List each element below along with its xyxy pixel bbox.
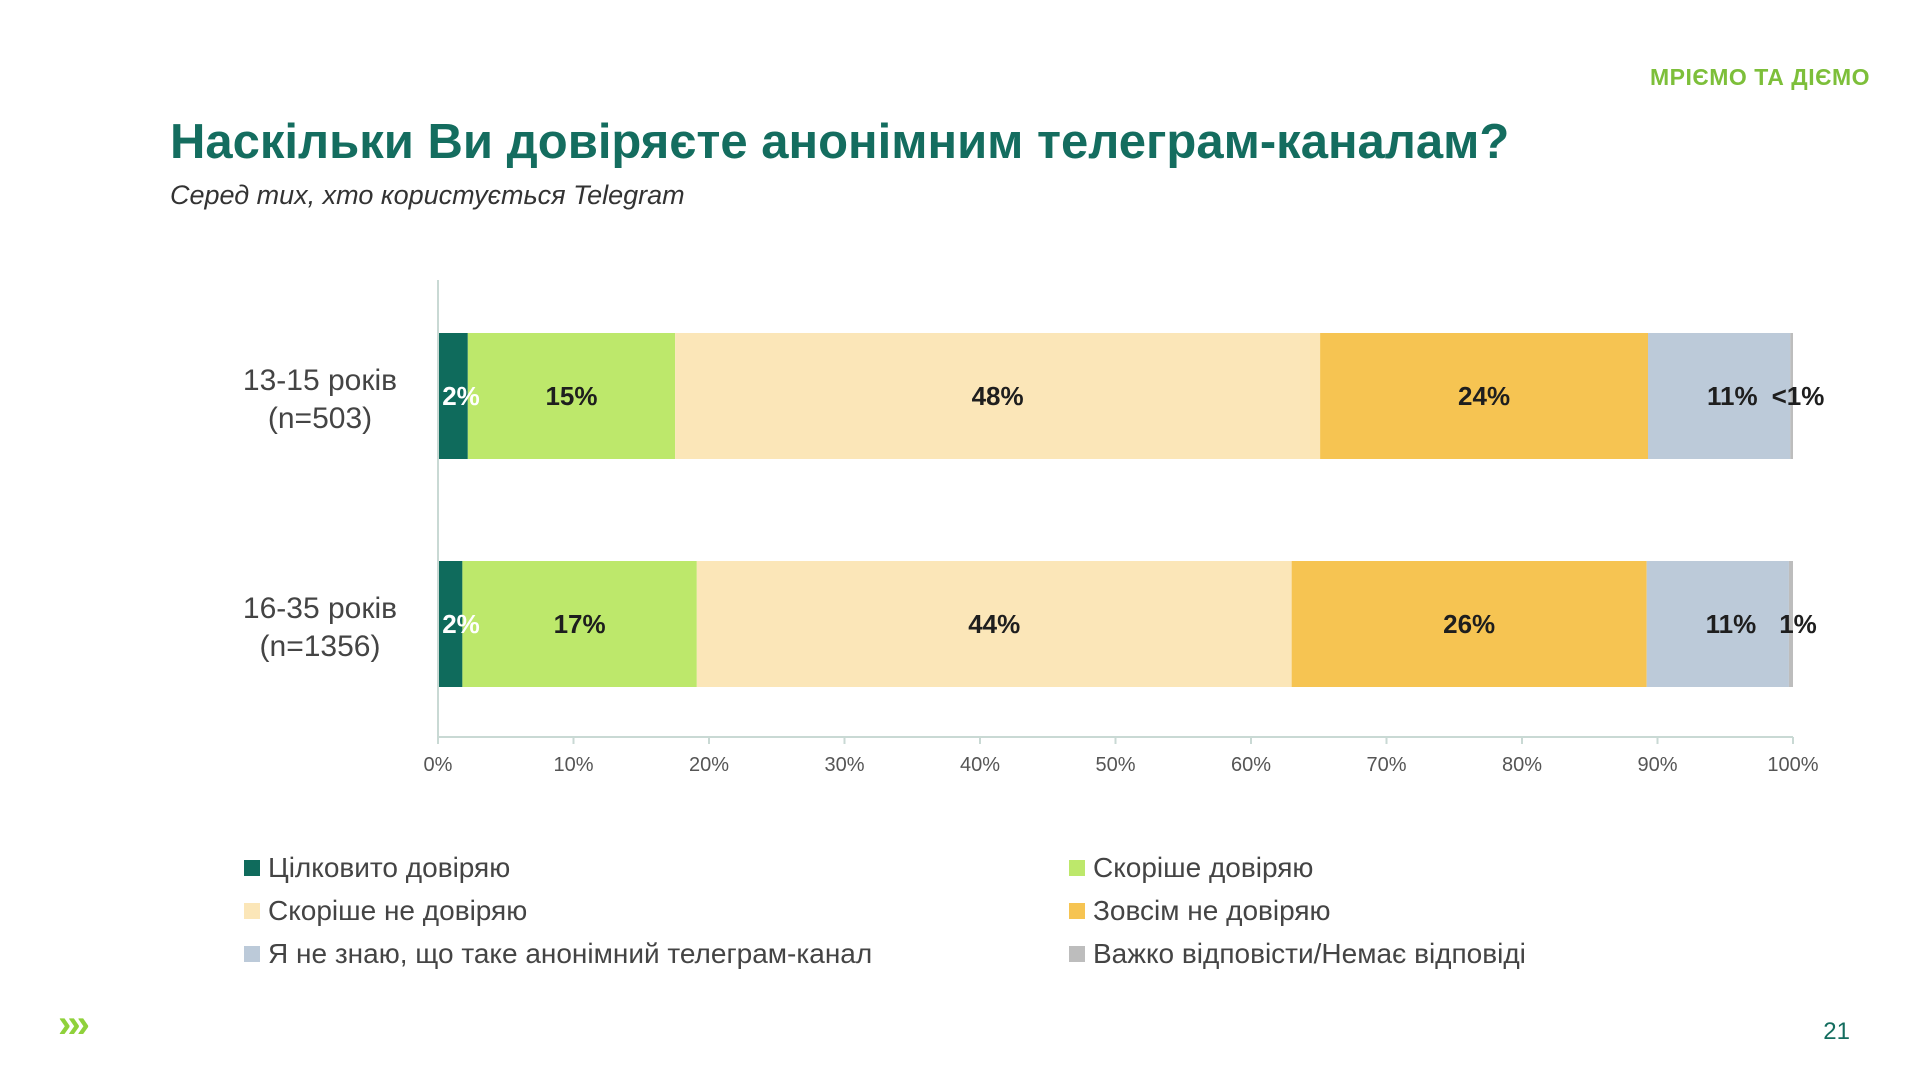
category-label: 13-15 років [243,364,397,397]
legend-swatch [1069,860,1085,876]
chart-legend: Цілковито довіряю Скоріше довіряю Скоріше … [244,852,1644,982]
bar-segment [1646,561,1789,687]
data-label: 2% [442,381,480,411]
data-label: 2% [442,609,480,639]
stacked-bar-chart: 13-15 років (n=503) 16-35 років (n=1356) 2% 1… [243,280,1825,776]
x-tick-label: 40% [960,754,1000,776]
legend-label: Скоріше довіряю [1093,852,1314,883]
legend-item: Скоріше довіряю [1069,852,1313,884]
data-label: 11% [1706,609,1757,639]
bar-segment [1790,333,1793,459]
legend-item: Я не знаю, що таке анонімний телеграм-ка… [244,938,872,970]
legend-swatch [1069,946,1085,962]
data-label: 44% [968,609,1020,639]
x-tick-label: 80% [1502,754,1542,776]
data-label: 26% [1443,609,1495,639]
legend-swatch [244,903,260,919]
page-subtitle: Серед тих, хто користується Telegram [170,180,685,210]
legend-item: Важко відповісти/Немає відповіді [1069,938,1526,970]
bar-segment [438,333,468,459]
legend-item: Зовсім не довіряю [1069,895,1331,927]
data-label: 48% [972,381,1024,411]
bar-segment [462,561,697,687]
bar-segment [675,333,1321,459]
footer-arrows-icon: ››› [58,1002,90,1046]
data-label: <1% [1772,381,1825,411]
x-tick-label: 50% [1095,754,1135,776]
data-label: 1% [1779,609,1817,639]
brand-tagline: МРІЄМО ТА ДІЄМО [1650,64,1870,90]
x-tick-label: 20% [689,754,729,776]
data-label: 24% [1458,381,1510,411]
x-tick-label: 30% [824,754,864,776]
data-label: 17% [554,609,606,639]
legend-label: Зовсім не довіряю [1093,895,1331,926]
bar-segment [438,561,463,687]
x-tick-label: 60% [1231,754,1271,776]
legend-item: Скоріше не довіряю [244,895,527,927]
bar-segment [467,333,676,459]
category-sample-size: (n=503) [268,402,372,435]
bar-segment [1320,333,1649,459]
bar-segment [1291,561,1647,687]
x-tick-label: 70% [1366,754,1406,776]
bar-segment [1788,561,1793,687]
x-tick-label: 90% [1637,754,1677,776]
data-label: 15% [545,381,597,411]
legend-item: Цілковито довіряю [244,852,510,884]
bar-segment [1648,333,1791,459]
x-tick-label: 100% [1767,754,1818,776]
page-number: 21 [1823,1018,1850,1045]
category-label: 16-35 років [243,592,397,625]
bar-segment [696,561,1292,687]
legend-label: Цілковито довіряю [268,852,511,883]
x-tick-label: 0% [424,754,453,776]
legend-label: Я не знаю, що таке анонімний телеграм-ка… [268,938,873,969]
legend-swatch [244,946,260,962]
chart-area: 13-15 років (n=503) 16-35 років (n=1356) 2% 1… [243,280,1825,776]
legend-swatch [244,860,260,876]
legend-swatch [1069,903,1085,919]
data-label: 11% [1707,381,1758,411]
page-title: Наскільки Ви довіряєте анонімним телегра… [170,115,1510,169]
category-sample-size: (n=1356) [260,630,381,663]
legend-label: Скоріше не довіряю [268,895,528,926]
x-tick-label: 10% [553,754,593,776]
legend-label: Важко відповісти/Немає відповіді [1093,938,1526,969]
